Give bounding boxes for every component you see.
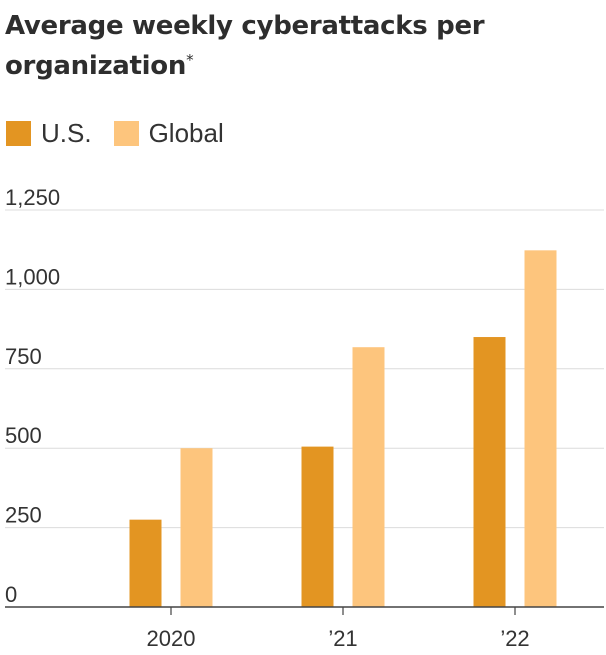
y-tick-label-0: 0 xyxy=(5,582,17,607)
bar-us-2 xyxy=(473,337,506,607)
legend-swatch-global xyxy=(113,120,139,146)
legend-label-us: U.S. xyxy=(41,117,92,148)
x-tick-label-2: ’22 xyxy=(500,626,529,651)
chart-title: Average weekly cyberattacks per organiza… xyxy=(5,6,595,86)
chart-title-text: Average weekly cyberattacks per organiza… xyxy=(5,11,485,81)
y-tick-label-250: 250 xyxy=(5,503,42,528)
x-tick-label-1: ’21 xyxy=(328,626,357,651)
legend-swatch-us xyxy=(6,120,31,146)
bar-global-2 xyxy=(524,250,557,607)
title-footnote-marker: * xyxy=(186,51,194,69)
bar-global-0 xyxy=(180,448,213,607)
legend-item-global: Global xyxy=(113,117,224,149)
bar-global-1 xyxy=(352,347,385,607)
legend-item-us: U.S. xyxy=(6,118,92,149)
bar-us-1 xyxy=(301,446,334,607)
y-tick-label-500: 500 xyxy=(5,423,42,448)
legend: U.S. Global xyxy=(6,116,246,150)
y-tick-label-1000: 1,000 xyxy=(5,264,60,289)
y-tick-label-1250: 1,250 xyxy=(5,185,60,210)
x-tick-label-0: 2020 xyxy=(147,626,196,651)
y-tick-label-750: 750 xyxy=(5,344,42,369)
legend-label-global: Global xyxy=(148,117,224,148)
bar-us-0 xyxy=(129,519,162,607)
